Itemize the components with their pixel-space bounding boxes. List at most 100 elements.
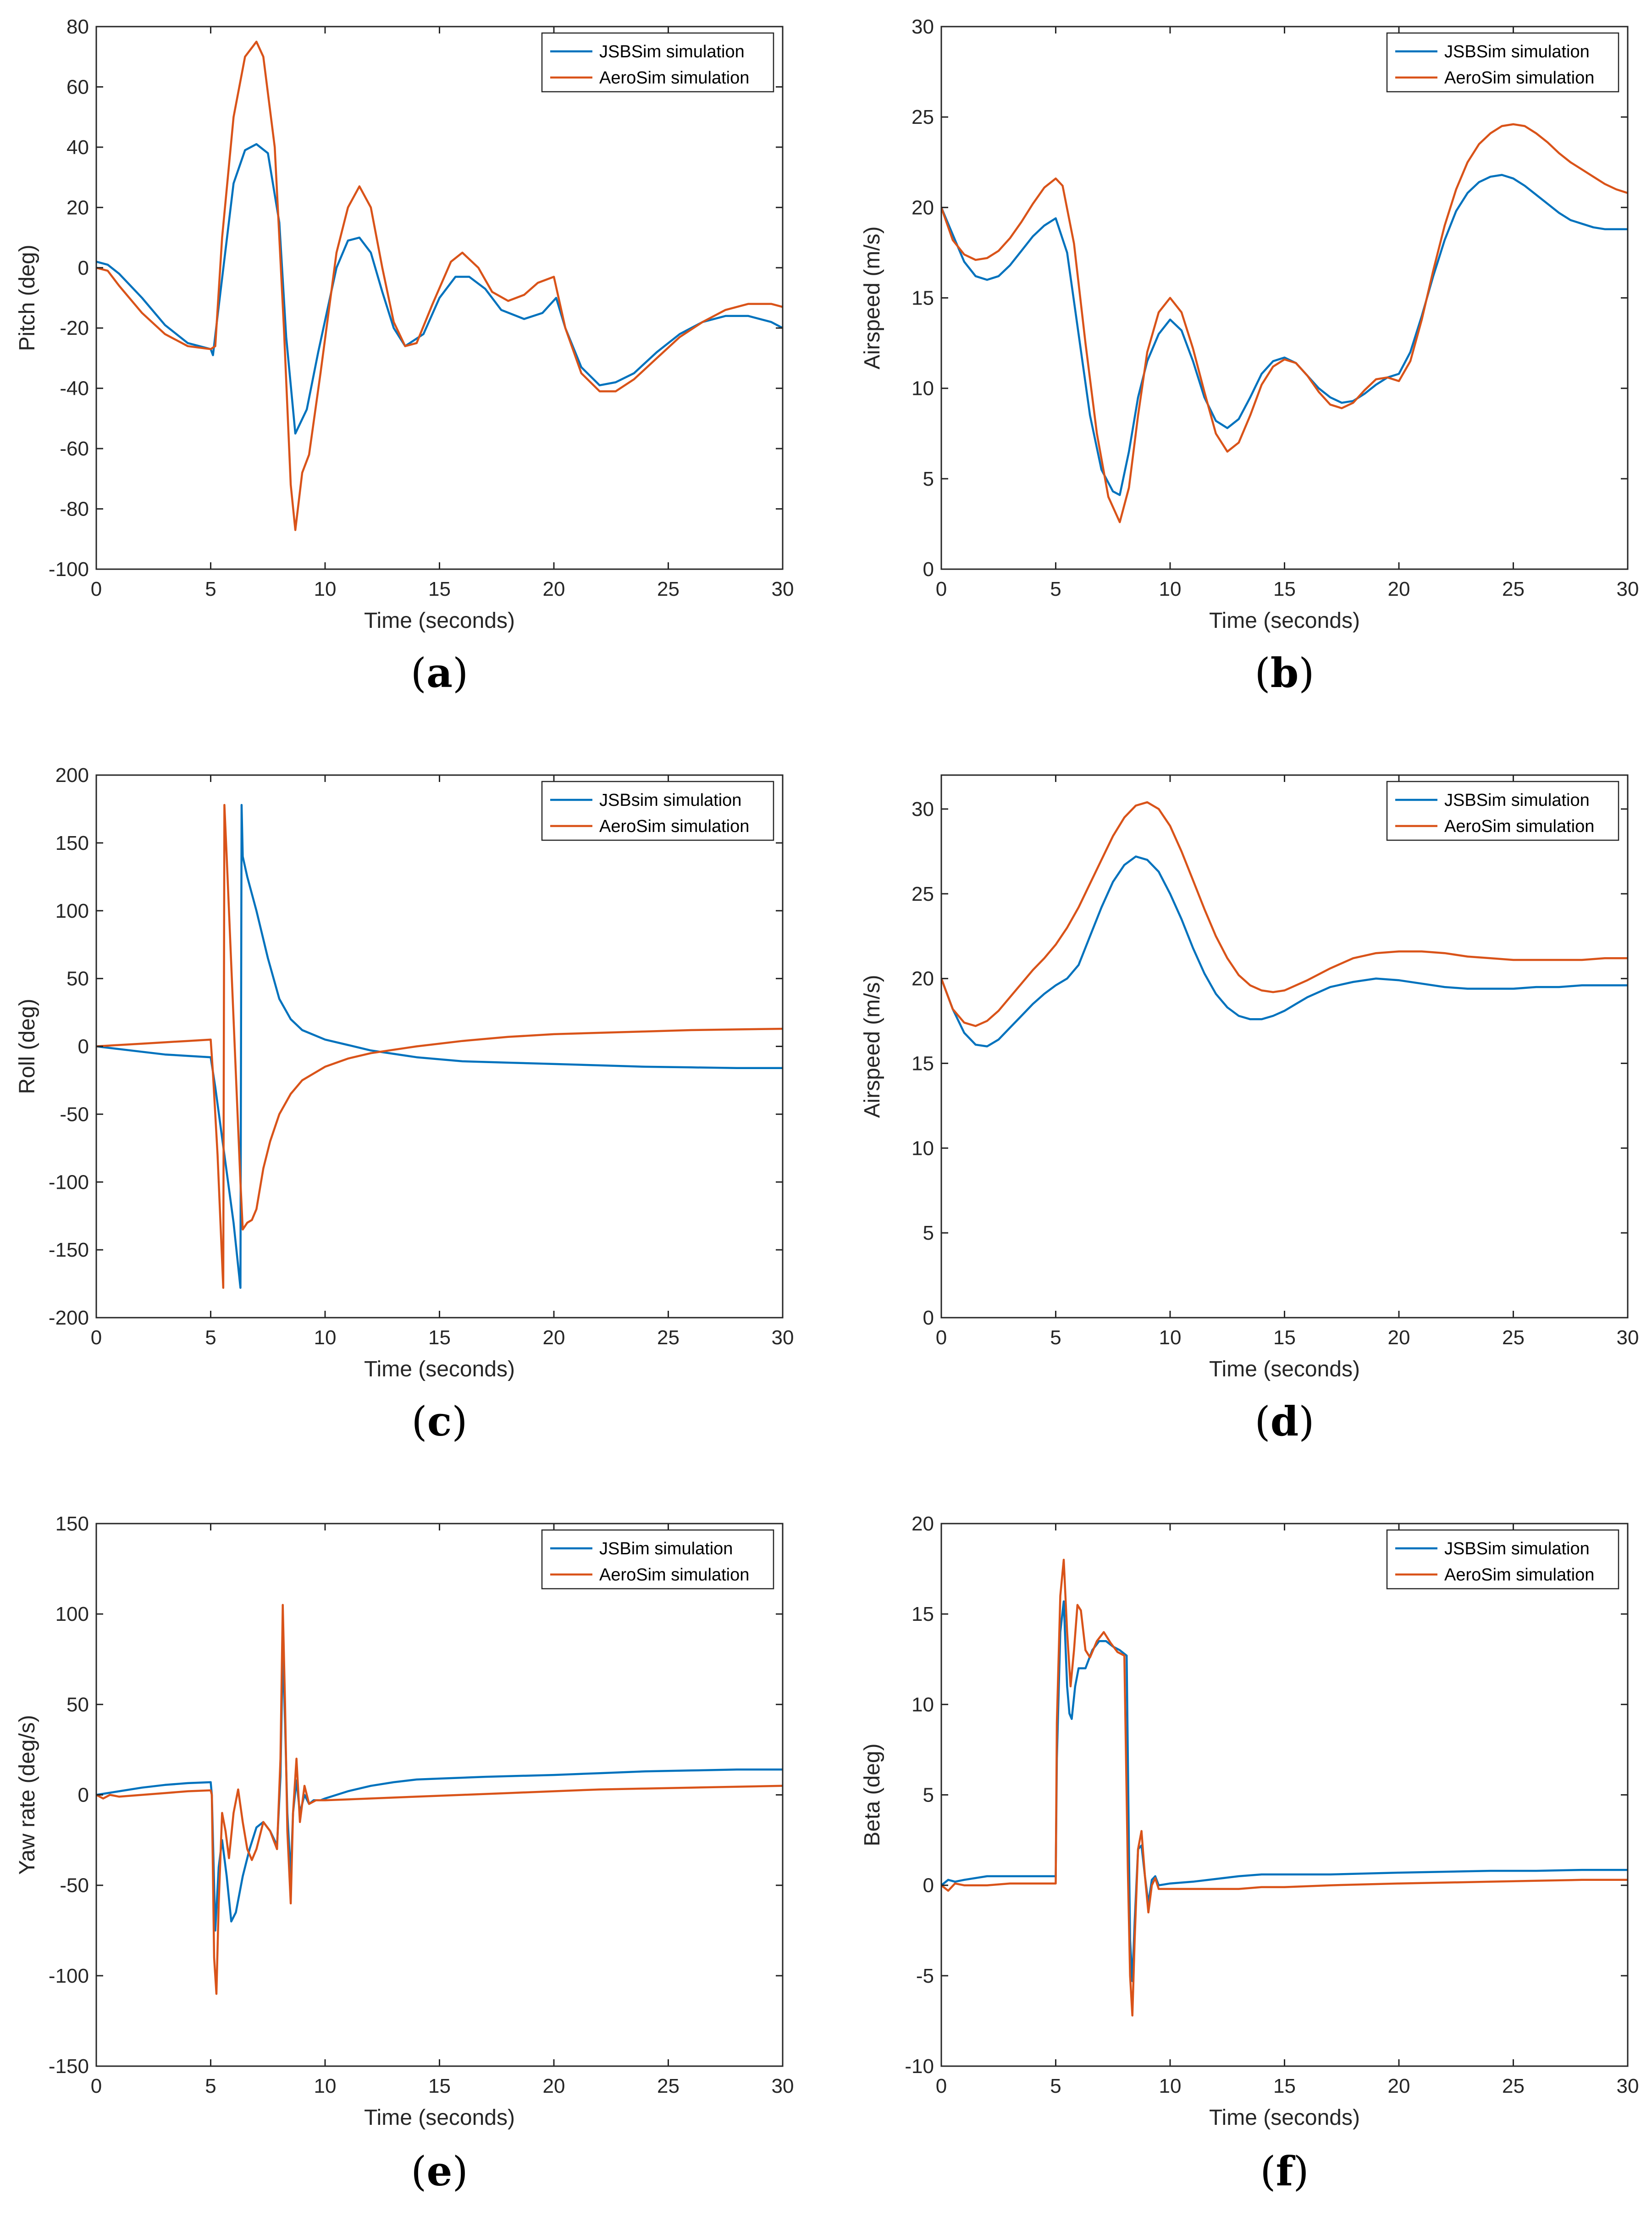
x-tick-label: 10 [1159,2075,1182,2097]
x-axis-label: Time (seconds) [1209,1357,1360,1381]
x-axis-label: Time (seconds) [1209,2106,1360,2130]
panel-label-close-paren: ) [452,1398,467,1445]
y-tick-label: -50 [60,1874,89,1897]
series-line-1 [941,855,1628,1048]
legend-entry-2: AeroSim simulation [599,68,749,88]
y-tick-label: 60 [66,76,89,98]
y-tick-label: 25 [912,883,934,905]
x-tick-label: 30 [772,578,794,600]
legend-entry-2: AeroSim simulation [599,817,749,836]
x-tick-label: 15 [428,1326,451,1349]
x-tick-label: 25 [657,1326,680,1349]
panel-label-close-paren: ) [1298,1398,1314,1445]
y-tick-label: -40 [60,377,89,400]
panel-label-close-paren: ) [1293,2148,1309,2195]
x-tick-label: 5 [205,1326,216,1349]
y-tick-label: 0 [923,558,934,581]
y-tick-label: 0 [923,1307,934,1329]
x-tick-label: 15 [1273,578,1296,600]
chart-panel-b: 0 5 10 15 20 25 30 0 5 10 15 20 25 30 Time (seconds) Ai… [860,16,1639,697]
x-tick-label: 10 [314,2075,337,2097]
y-axis-label: Airspeed (m/s) [860,975,884,1118]
x-tick-label: 15 [1273,2075,1296,2097]
y-tick-label: 100 [55,1603,89,1625]
y-tick-label: 25 [912,106,934,128]
x-tick-label: 20 [1388,2075,1410,2097]
x-tick-label: 0 [936,1326,947,1349]
chart-panel-c: 0 5 10 15 20 25 30 -200 -150 -100 -50 0 50 100 150 200 T… [15,764,794,1445]
x-axis-label: Time (seconds) [364,609,515,633]
chart-panel-a: 0 5 10 15 20 25 30 -100 -80 -60 -40 -20 0 20 40 60 80 Tim… [15,16,794,697]
x-tick-label: 20 [1388,1326,1410,1349]
x-tick-label: 0 [91,578,102,600]
y-tick-label: 30 [912,16,934,38]
legend-box [1386,1529,1619,1590]
series-line-2 [96,804,783,1289]
legend-box [541,1529,774,1590]
legend-entry-1: JSBSim simulation [1444,1539,1590,1558]
y-tick-label: 20 [912,968,934,990]
panel-label-letter: a [426,649,453,697]
y-tick-label: -150 [49,2055,89,2078]
panel-label-letter: e [427,2147,453,2195]
legend-entry-1: JSBSim simulation [599,42,745,61]
panel-label-open-paren: ( [411,649,426,697]
x-tick-label: 20 [1388,578,1410,600]
panel-label-letter: c [427,1397,452,1445]
panel-label-open-paren: ( [411,2148,426,2195]
x-tick-label: 25 [1502,2075,1525,2097]
x-tick-label: 20 [543,578,565,600]
y-tick-label: 20 [66,196,89,219]
x-tick-label: 5 [1050,2075,1061,2097]
chart-panel-f: 0 5 10 15 20 25 30 -10 -5 0 5 10 15 20 Time (seconds) B… [860,1513,1639,2195]
panel-label-open-paren: ( [411,1398,427,1445]
plot-area [941,775,1628,1318]
y-tick-label: 5 [923,1222,934,1244]
x-tick-label: 15 [1273,1326,1296,1349]
legend-entry-1: JSBim simulation [599,1539,733,1558]
legend-entry-1: JSBSim simulation [1444,791,1590,810]
y-tick-label: -100 [49,558,89,581]
y-tick-label: 200 [55,764,89,787]
y-tick-label: -5 [916,1965,934,1987]
x-axis-label: Time (seconds) [364,2106,515,2130]
x-tick-label: 20 [543,1326,565,1349]
x-tick-label: 5 [205,578,216,600]
y-axis-label: Airspeed (m/s) [860,226,884,369]
x-tick-label: 25 [1502,1326,1525,1349]
y-tick-label: 10 [912,377,934,400]
legend-entry-2: AeroSim simulation [1444,1565,1594,1585]
y-tick-label: 0 [923,1874,934,1897]
y-tick-label: 10 [912,1693,934,1716]
y-tick-label: 20 [912,1513,934,1535]
panel-label-close-paren: ) [1298,649,1314,697]
panel-label: (b) [1254,649,1314,697]
chart-panel-d: 0 5 10 15 20 25 30 0 5 10 15 20 25 30 Time (seconds) Ai… [860,774,1639,1445]
y-tick-label: -20 [60,317,89,339]
x-tick-label: 10 [314,1326,337,1349]
series-line-2 [96,1604,783,1995]
y-tick-label: 50 [66,968,89,990]
x-tick-label: 15 [428,578,451,600]
panel-label: (c) [411,1397,467,1445]
x-axis-label: Time (seconds) [1209,609,1360,633]
y-tick-label: -10 [905,2055,934,2078]
y-tick-label: 15 [912,287,934,310]
y-tick-label: 80 [66,16,89,38]
panel-label-open-paren: ( [1254,649,1270,697]
panel-label: (a) [411,649,469,697]
x-tick-label: 30 [1617,1326,1639,1349]
x-tick-label: 30 [1617,2075,1639,2097]
y-tick-label: 150 [55,1513,89,1535]
panel-label-letter: f [1276,2147,1296,2195]
series-line-2 [941,123,1628,523]
x-tick-label: 10 [1159,578,1182,600]
y-tick-label: 15 [912,1603,934,1625]
y-tick-label: 0 [78,257,89,279]
x-tick-label: 5 [1050,1326,1061,1349]
series-line-1 [96,804,783,1289]
x-tick-label: 25 [1502,578,1525,600]
series-line-2 [96,40,783,531]
legend-entry-2: AeroSim simulation [599,1565,749,1585]
y-axis-label: Pitch (deg) [15,244,39,351]
